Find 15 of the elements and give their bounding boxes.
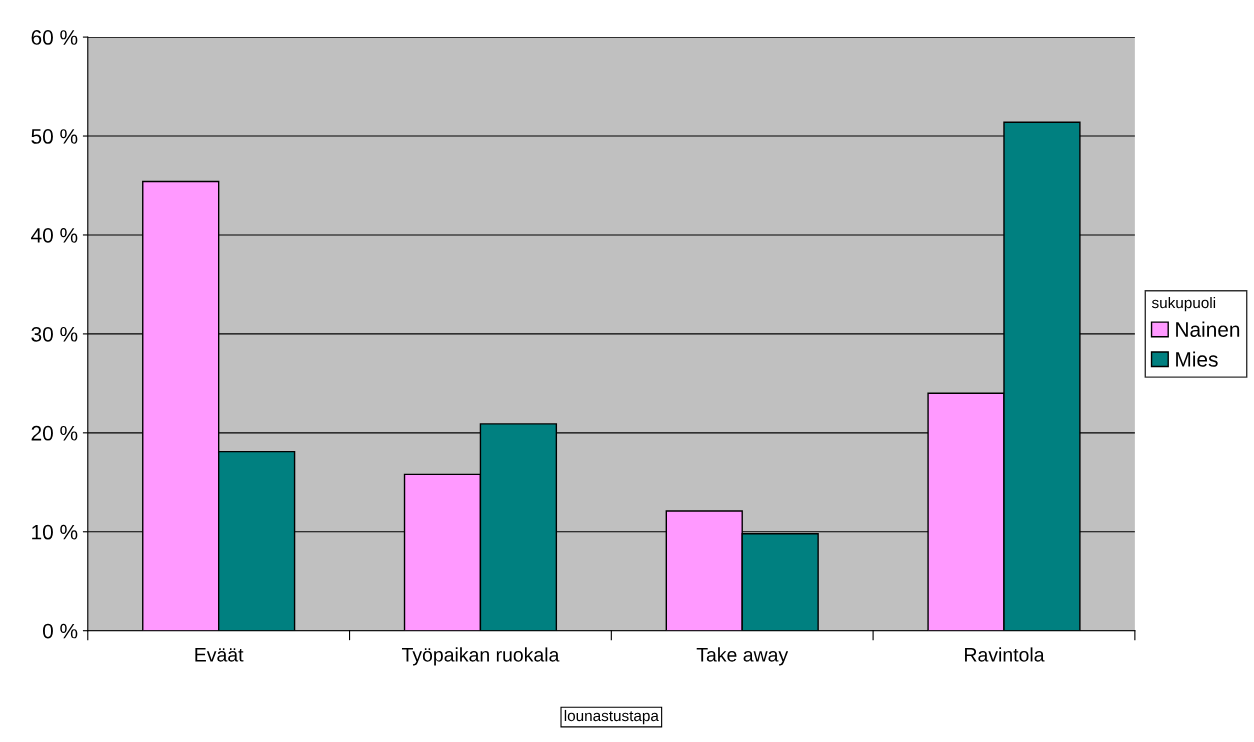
x-axis-title: lounastustapa [564,709,659,725]
y-tick-label: 10 % [32,524,78,540]
legend-title: sukupuoli [1151,296,1216,312]
y-tick-label: 30 % [31,326,78,342]
y-tick-label: 0 % [42,623,78,639]
x-tick-label: Eväät [195,648,244,662]
y-tick-label: 40 % [31,227,78,243]
x-tick-label: Take away [696,647,789,666]
legend-label: Nainen [1176,321,1240,337]
y-tick-label: 50 % [31,129,78,144]
y-tick-label: 60 % [31,30,78,45]
legend-label: Mies [1176,351,1218,367]
x-tick-label: Työpaikan ruokala [401,647,560,666]
y-tick-label: 20 % [31,425,78,441]
x-tick-label: Ravintola [965,647,1045,662]
